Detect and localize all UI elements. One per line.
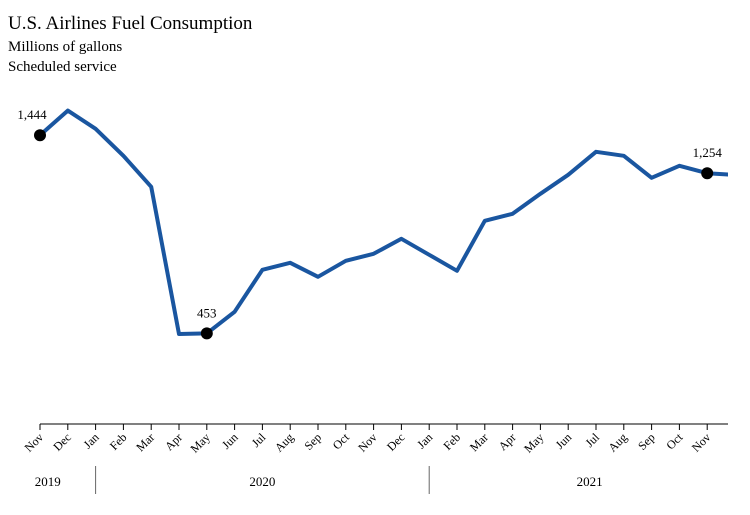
x-tick-label: Jun	[553, 430, 575, 452]
x-tick-label: Mar	[467, 430, 491, 454]
x-tick-label: Nov	[689, 430, 714, 455]
point-marker	[701, 167, 714, 180]
point-marker	[34, 129, 46, 142]
x-tick-label: Jan	[81, 430, 102, 451]
x-tick-label: Oct	[330, 430, 353, 453]
x-tick-label: Sep	[635, 430, 658, 453]
x-tick-label: Sep	[301, 430, 324, 453]
x-tick-label: Dec	[384, 430, 408, 454]
x-tick-label: Aug	[605, 430, 630, 455]
value-label: 1,444	[17, 107, 47, 122]
chart-title: U.S. Airlines Fuel Consumption	[8, 13, 253, 34]
x-tick-label: Jun	[219, 430, 241, 452]
x-tick-label: Nov	[22, 430, 47, 455]
x-tick-label: Apr	[496, 430, 519, 453]
series-line	[38, 108, 728, 336]
value-label: 1,254	[693, 145, 723, 160]
chart-subtitle: Millions of gallons	[8, 39, 122, 55]
x-tick-label: Mar	[133, 430, 157, 454]
x-tick-label: Oct	[663, 430, 686, 453]
x-tick-label: May	[187, 430, 212, 455]
chart-subtitle: Scheduled service	[8, 59, 117, 75]
point-marker	[200, 327, 213, 340]
x-tick-label: Apr	[162, 430, 185, 453]
x-tick-label: Nov	[355, 430, 380, 455]
year-label: 2020	[249, 474, 275, 489]
x-tick-label: Dec	[50, 430, 74, 454]
plot	[38, 108, 728, 336]
x-tick-label: Jul	[582, 430, 602, 450]
year-label: 2019	[35, 474, 61, 489]
x-tick-label: Jul	[249, 430, 269, 450]
year-label: 2021	[577, 474, 603, 489]
x-tick-label: Jan	[414, 430, 435, 451]
x-tick-label: Feb	[440, 430, 463, 453]
x-tick-label: Aug	[272, 430, 297, 455]
x-tick-label: May	[521, 430, 546, 455]
value-label: 453	[197, 305, 217, 320]
x-tick-label: Feb	[107, 430, 130, 453]
